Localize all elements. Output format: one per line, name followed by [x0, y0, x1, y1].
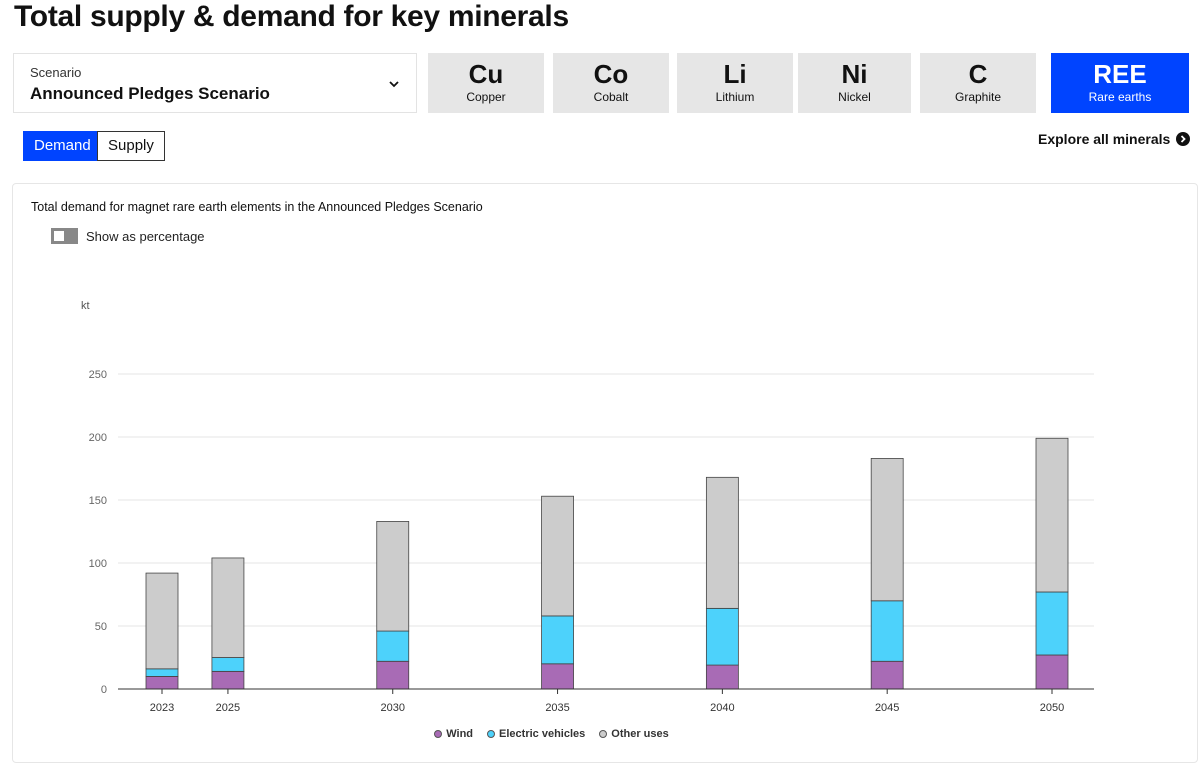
bar-electric-vehicles-2050[interactable] — [1035, 591, 1069, 656]
stacked-bar-chart: kt 0 50 100 150 200 250 2023 2025 2030 2035 2040 204… — [81, 300, 1094, 714]
mineral-symbol: REE — [1093, 59, 1147, 89]
bar-electric-vehicles-2035[interactable] — [541, 615, 574, 665]
bar-electric-vehicles-2045[interactable] — [870, 600, 904, 662]
mineral-symbol: C — [968, 59, 988, 89]
percentage-toggle-switch[interactable] — [51, 228, 78, 244]
bar-other-uses-2025[interactable] — [211, 557, 245, 658]
supply-toggle-button[interactable]: Supply — [97, 131, 165, 161]
x-tick-label: 2040 — [710, 702, 734, 714]
bar-electric-vehicles-2040[interactable] — [705, 607, 739, 666]
legend-swatch — [487, 730, 496, 738]
y-tick-label: 250 — [89, 369, 107, 381]
mineral-symbol: Cu — [468, 59, 504, 89]
bar-other-uses-2050[interactable] — [1035, 437, 1069, 593]
mineral-tile-lithium[interactable]: Li Lithium — [677, 53, 793, 113]
explore-label: Explore all minerals — [1038, 131, 1171, 147]
mineral-tile-graphite[interactable]: C Graphite — [920, 53, 1036, 113]
mineral-tile-nickel[interactable]: Ni Nickel — [798, 53, 911, 113]
bar-other-uses-2040[interactable] — [705, 476, 739, 609]
x-tick-label: 2035 — [545, 702, 569, 714]
x-tick-label: 2023 — [150, 702, 174, 714]
x-tick-label: 2045 — [875, 702, 899, 714]
bar-wind-2025[interactable] — [211, 670, 245, 690]
bar-other-uses-2030[interactable] — [376, 521, 410, 632]
chart-title: Total demand for magnet rare earth eleme… — [31, 200, 483, 214]
x-tick-label: 2050 — [1040, 702, 1064, 714]
mineral-symbol: Co — [593, 59, 629, 89]
y-tick-label: 150 — [89, 495, 107, 507]
demand-toggle-button[interactable]: Demand — [23, 131, 102, 161]
mineral-symbol: Ni — [841, 59, 868, 89]
explore-all-minerals-link[interactable]: Explore all minerals — [1038, 131, 1191, 147]
page-title: Total supply & demand for key minerals — [14, 0, 569, 33]
legend-swatch — [434, 730, 443, 738]
mineral-tile-copper[interactable]: Cu Copper — [428, 53, 544, 113]
y-tick-label: 100 — [89, 558, 107, 570]
bar-other-uses-2035[interactable] — [541, 495, 574, 617]
y-tick-label: 200 — [89, 432, 107, 444]
bar-electric-vehicles-2025[interactable] — [211, 657, 245, 672]
bar-wind-2045[interactable] — [870, 660, 904, 690]
y-axis-unit: kt — [81, 300, 90, 312]
mineral-tile-cobalt[interactable]: Co Cobalt — [553, 53, 669, 113]
y-tick-label: 50 — [95, 621, 107, 633]
toggle-knob — [54, 231, 64, 241]
mineral-name: Copper — [466, 90, 506, 104]
chevron-down-icon — [389, 81, 399, 88]
bar-electric-vehicles-2030[interactable] — [376, 630, 410, 662]
mineral-tile-rare-earths[interactable]: REE Rare earths — [1051, 53, 1189, 113]
mineral-symbol: Li — [723, 59, 747, 89]
bar-wind-2035[interactable] — [541, 663, 574, 690]
percentage-toggle-label: Show as percentage — [86, 228, 205, 244]
mineral-name: Nickel — [838, 90, 871, 104]
scenario-value: Announced Pledges Scenario — [30, 84, 270, 103]
legend-label: Wind — [446, 728, 474, 740]
legend-label: Electric vehicles — [499, 728, 586, 740]
bar-wind-2023[interactable] — [145, 676, 179, 690]
legend-item-electric-vehicles[interactable]: Electric vehicles — [487, 728, 585, 740]
bar-wind-2040[interactable] — [705, 664, 739, 690]
scenario-dropdown[interactable]: Scenario Announced Pledges Scenario — [13, 53, 417, 113]
mineral-name: Rare earths — [1088, 90, 1152, 104]
percentage-toggle-row: Show as percentage — [51, 228, 205, 244]
legend-swatch — [599, 730, 608, 738]
x-tick-label: 2030 — [380, 702, 404, 714]
bar-other-uses-2023[interactable] — [145, 572, 179, 670]
legend-item-wind[interactable]: Wind — [434, 728, 473, 740]
mineral-name: Graphite — [954, 90, 1002, 104]
legend-label: Other uses — [611, 728, 669, 740]
legend-item-other-uses[interactable]: Other uses — [599, 728, 669, 740]
bar-wind-2050[interactable] — [1035, 654, 1069, 690]
mineral-name: Cobalt — [593, 90, 629, 104]
x-tick-label: 2025 — [216, 702, 240, 714]
bar-electric-vehicles-2023[interactable] — [145, 668, 179, 677]
mineral-name: Lithium — [715, 90, 755, 104]
bar-other-uses-2045[interactable] — [870, 458, 904, 602]
scenario-label: Scenario — [30, 65, 82, 80]
y-tick-label: 0 — [101, 684, 107, 696]
bar-wind-2030[interactable] — [376, 660, 410, 690]
chart-legend: Wind Electric vehicles Other uses — [0, 728, 1203, 740]
arrow-circle-right-icon — [1176, 132, 1191, 146]
